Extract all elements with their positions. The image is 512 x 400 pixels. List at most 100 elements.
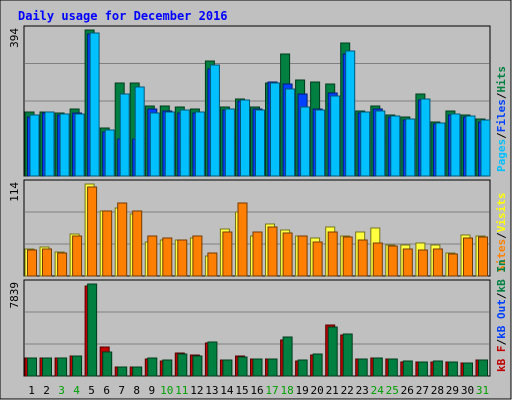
bar-kb-in-day-4 <box>72 355 83 377</box>
x-tick-label-21: 21 <box>326 384 339 397</box>
bar-kb-in-day-16 <box>252 358 263 377</box>
x-tick-label-19: 19 <box>295 384 308 397</box>
x-tick-label-7: 7 <box>118 384 125 397</box>
bar-pages-day-23 <box>360 111 371 177</box>
x-tick-label-9: 9 <box>148 384 155 397</box>
bar-kb-in-day-25 <box>387 358 398 377</box>
x-tick-label-25: 25 <box>386 384 399 397</box>
bar-kb-in-day-3 <box>57 357 68 377</box>
bar-kb-in-day-29 <box>447 361 458 377</box>
legend-kb-in: kB In <box>495 259 508 292</box>
bar-sites-day-26 <box>402 248 413 277</box>
bar-kb-in-day-7 <box>117 366 128 377</box>
bar-kb-in-day-26 <box>402 360 413 377</box>
bar-pages-day-6 <box>104 129 115 177</box>
bar-kb-in-day-18 <box>282 336 293 377</box>
bar-pages-day-27 <box>420 98 431 177</box>
bar-sites-day-21 <box>327 231 338 277</box>
x-tick-label-16: 16 <box>250 384 263 397</box>
bar-kb-in-day-11 <box>177 353 188 377</box>
bar-pages-day-18 <box>285 88 296 177</box>
bar-sites-day-31 <box>478 236 488 277</box>
bar-pages-day-22 <box>345 50 356 177</box>
bar-pages-day-14 <box>224 108 235 177</box>
x-tick-label-20: 20 <box>310 384 323 397</box>
series-sites <box>27 186 488 277</box>
bar-pages-day-30 <box>465 115 476 177</box>
bar-sites-day-16 <box>252 231 263 277</box>
bar-kb-in-day-13 <box>207 341 218 377</box>
bar-sites-day-18 <box>282 232 293 277</box>
x-tick-label-24: 24 <box>371 384 385 397</box>
x-tick-label-23: 23 <box>356 384 369 397</box>
bar-sites-day-6 <box>102 210 113 277</box>
bar-pages-day-3 <box>59 113 70 177</box>
bar-kb-in-day-9 <box>147 357 158 377</box>
bar-sites-day-24 <box>372 242 383 277</box>
bar-kb-in-day-12 <box>192 355 203 377</box>
x-tick-label-26: 26 <box>401 384 414 397</box>
bar-pages-day-1 <box>29 114 40 177</box>
bar-kb-in-day-27 <box>417 361 428 377</box>
bar-sites-day-22 <box>342 236 353 277</box>
bar-pages-day-28 <box>435 122 446 177</box>
bar-sites-day-9 <box>147 235 158 277</box>
x-tick-label-5: 5 <box>88 384 95 397</box>
bar-sites-day-7 <box>117 202 128 277</box>
bar-kb-in-day-22 <box>342 333 353 377</box>
panel-visits: 114 Sites/Visits <box>8 179 508 277</box>
bar-kb-in-day-21 <box>327 326 338 377</box>
bar-sites-day-23 <box>357 239 368 277</box>
x-tick-label-12: 12 <box>190 384 203 397</box>
panel-max-label: 114 <box>8 182 21 202</box>
bar-sites-day-19 <box>297 235 308 277</box>
legend-kb-f: kB F <box>495 346 508 373</box>
x-axis-day-labels: 1 2 3 4 5 6 7 8 9 10 11 12 13 14 15 16 17 18 19 20 21 22 23 24 2… <box>28 384 489 397</box>
x-tick-label-14: 14 <box>220 384 234 397</box>
legend-separator: / <box>495 292 508 299</box>
bar-pages-day-9 <box>149 112 160 177</box>
series-pages <box>29 32 491 177</box>
bar-kb-in-day-10 <box>162 359 173 377</box>
bar-kb-in-day-8 <box>132 366 143 377</box>
chart-title: Daily usage for December 2016 <box>18 9 228 23</box>
legend-sites: Sites <box>495 239 508 272</box>
bar-sites-day-25 <box>387 245 398 277</box>
x-tick-label-2: 2 <box>43 384 50 397</box>
bar-pages-day-20 <box>315 109 326 177</box>
bar-sites-day-30 <box>463 237 473 277</box>
panel-max-label: 7839 <box>8 282 21 309</box>
x-tick-label-8: 8 <box>133 384 140 397</box>
bar-kb-in-day-23 <box>357 358 368 377</box>
x-tick-label-6: 6 <box>103 384 110 397</box>
bar-sites-day-8 <box>132 210 143 277</box>
legend-kb-out: kB Out <box>495 299 508 339</box>
bar-kb-in-day-5 <box>87 283 98 377</box>
bar-kb-in-day-1 <box>27 357 37 377</box>
bar-pages-day-2 <box>44 111 55 177</box>
bar-sites-day-17 <box>267 226 278 277</box>
bar-pages-day-26 <box>405 118 416 177</box>
bar-sites-day-2 <box>42 248 52 277</box>
legend-visits: Visits <box>495 193 508 233</box>
panel-legend: kB F/kB Out/kB In <box>495 259 508 372</box>
legend-files: Files <box>495 99 508 132</box>
x-tick-label-4: 4 <box>73 384 80 397</box>
bar-kb-in-day-30 <box>463 362 473 377</box>
panel-legend: Sites/Visits <box>495 193 508 273</box>
bar-pages-day-5 <box>89 32 100 177</box>
bar-pages-day-12 <box>194 111 205 177</box>
legend-separator: / <box>495 339 508 346</box>
bar-sites-day-29 <box>447 253 458 277</box>
bar-pages-day-15 <box>240 99 250 177</box>
bar-sites-day-15 <box>237 202 248 277</box>
bar-kb-in-day-17 <box>267 358 278 377</box>
bar-kb-in-day-15 <box>237 356 248 377</box>
bar-sites-day-20 <box>312 241 323 277</box>
bar-pages-day-21 <box>330 95 341 177</box>
legend-separator: / <box>495 92 508 99</box>
bar-sites-day-5 <box>87 186 98 277</box>
